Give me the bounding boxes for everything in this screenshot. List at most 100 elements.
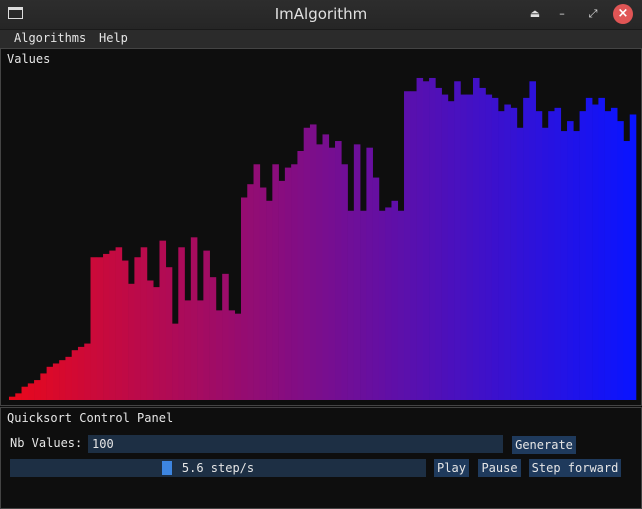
value-bar xyxy=(197,300,204,400)
nb-values-input[interactable]: 100 xyxy=(88,435,503,453)
value-bar xyxy=(472,77,480,401)
value-bar xyxy=(59,360,66,400)
generate-button[interactable]: Generate xyxy=(512,436,576,454)
value-bar xyxy=(391,200,399,400)
value-bar xyxy=(629,114,637,400)
value-bar xyxy=(115,247,123,400)
value-bar xyxy=(585,97,593,400)
value-bar xyxy=(353,144,361,400)
value-bar xyxy=(52,363,60,400)
value-bar xyxy=(90,257,98,400)
value-bar xyxy=(291,164,298,400)
value-bar xyxy=(529,81,536,400)
value-bar xyxy=(623,141,631,400)
value-bar xyxy=(222,273,229,400)
value-bar xyxy=(567,121,574,401)
value-bar xyxy=(21,386,29,400)
value-bar xyxy=(397,210,405,400)
value-bar xyxy=(309,124,317,400)
value-bar xyxy=(121,260,129,400)
menu-help[interactable]: Help xyxy=(99,31,128,45)
value-bar xyxy=(435,87,442,401)
value-bar xyxy=(491,97,499,400)
menu-algorithms[interactable]: Algorithms xyxy=(14,31,87,45)
value-bar xyxy=(604,111,612,400)
value-bar xyxy=(347,210,355,400)
value-bar xyxy=(259,187,267,400)
value-bar xyxy=(447,101,455,400)
value-bar xyxy=(96,257,104,400)
control-panel: Quicksort Control Panel Nb Values: 100 G… xyxy=(0,407,642,509)
value-bar xyxy=(479,87,486,401)
value-bar xyxy=(316,144,323,400)
value-bar xyxy=(385,207,392,400)
value-bar xyxy=(77,346,85,400)
value-bar xyxy=(516,127,524,400)
value-bar xyxy=(203,250,210,400)
eject-icon[interactable]: ⏏ xyxy=(529,7,541,20)
value-bar xyxy=(84,343,91,400)
value-bar xyxy=(103,253,110,400)
value-bar xyxy=(372,177,380,400)
value-bar xyxy=(404,91,411,401)
value-bar xyxy=(253,164,261,400)
play-button[interactable]: Play xyxy=(434,459,469,477)
app-window-icon xyxy=(8,7,23,19)
value-bar xyxy=(548,111,555,400)
value-bar xyxy=(278,180,286,400)
speed-slider[interactable]: 5.6 step/s xyxy=(10,459,426,477)
close-icon[interactable]: × xyxy=(613,4,633,24)
value-bar xyxy=(134,257,141,400)
menu-bar: Algorithms Help xyxy=(0,30,642,48)
value-bar xyxy=(454,81,461,400)
value-bar xyxy=(466,94,474,400)
value-bar xyxy=(460,94,468,400)
value-bar xyxy=(579,111,587,400)
value-bar xyxy=(541,127,549,400)
value-bar xyxy=(535,111,543,400)
value-bar xyxy=(498,111,505,400)
value-bar xyxy=(190,237,198,400)
value-bar xyxy=(510,107,518,400)
nb-values-label: Nb Values: xyxy=(10,436,83,450)
value-bar xyxy=(598,97,605,400)
control-panel-title: Quicksort Control Panel xyxy=(7,411,174,425)
value-bar xyxy=(153,287,160,400)
value-bar xyxy=(128,283,135,400)
value-bar xyxy=(65,356,72,400)
value-bar xyxy=(266,200,273,400)
value-bar xyxy=(366,147,373,400)
value-bar xyxy=(284,167,292,400)
value-bar xyxy=(328,147,336,400)
title-bar: ImAlgorithm ⏏ – ⤢ × xyxy=(0,0,642,30)
speed-slider-handle[interactable] xyxy=(162,461,172,475)
step-forward-button[interactable]: Step forward xyxy=(529,459,621,477)
value-bar xyxy=(410,91,417,401)
restore-icon[interactable]: ⤢ xyxy=(588,7,598,20)
value-bar xyxy=(9,396,16,400)
value-bar xyxy=(228,310,236,400)
value-bar xyxy=(234,313,242,400)
value-bar xyxy=(297,151,304,400)
pause-button[interactable]: Pause xyxy=(478,459,521,477)
value-bar xyxy=(27,383,35,400)
value-bar xyxy=(165,267,173,400)
value-bar xyxy=(272,164,279,400)
value-bar xyxy=(209,277,217,400)
values-bar-chart xyxy=(9,77,637,401)
value-bar xyxy=(360,210,367,400)
value-bar xyxy=(46,366,54,400)
value-bar xyxy=(554,107,562,400)
minimize-icon[interactable]: – xyxy=(559,7,565,20)
values-panel-title: Values xyxy=(7,52,51,66)
values-panel: Values xyxy=(0,48,642,406)
value-bar xyxy=(146,280,154,400)
value-bar xyxy=(422,81,430,400)
value-bar xyxy=(441,94,449,400)
value-bar xyxy=(71,350,79,400)
value-bar xyxy=(34,380,41,400)
value-bar xyxy=(322,134,330,400)
value-bar xyxy=(172,323,179,400)
value-bar xyxy=(485,94,493,400)
value-bar xyxy=(140,247,148,400)
